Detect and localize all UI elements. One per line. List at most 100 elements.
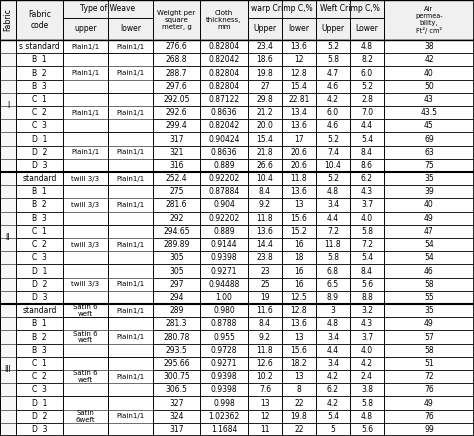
Bar [316,251,350,264]
Bar [63,40,108,53]
Bar [282,357,316,370]
Text: Upper: Upper [321,24,345,34]
Text: 5.6: 5.6 [361,425,373,434]
Text: 17: 17 [294,134,304,143]
Bar [108,264,153,304]
Bar [316,370,350,383]
Bar [200,278,248,291]
Bar [0,40,16,172]
Text: 22: 22 [294,399,304,408]
Text: 9.2: 9.2 [259,333,271,341]
Text: C  3: C 3 [32,253,47,262]
Text: 26.6: 26.6 [256,161,273,170]
Text: twill 3/3: twill 3/3 [72,176,100,182]
Text: 4.8: 4.8 [327,319,339,328]
Bar [153,330,200,344]
Bar [63,18,108,40]
Text: 63: 63 [424,148,434,157]
Bar [16,304,63,317]
Bar [384,225,474,238]
Text: 11.8: 11.8 [291,174,307,183]
Bar [316,0,384,18]
Bar [248,172,282,185]
Bar [316,172,350,185]
Bar [350,133,384,146]
Text: Plain1/1: Plain1/1 [117,44,145,50]
Bar [316,383,350,396]
Text: 0.9398: 0.9398 [210,372,237,381]
Bar [153,396,200,409]
Text: 20.0: 20.0 [256,121,273,130]
Text: 4.2: 4.2 [327,399,339,408]
Text: 275: 275 [169,187,184,196]
Text: Weight per
square
meter, g: Weight per square meter, g [157,10,196,30]
Text: 23.4: 23.4 [256,42,273,51]
Bar [200,291,248,304]
Bar [384,357,474,370]
Bar [282,344,316,357]
Text: C  2: C 2 [32,108,47,117]
Bar [63,185,108,225]
Text: 280.78: 280.78 [164,333,190,341]
Text: 8.4: 8.4 [361,148,373,157]
Bar [282,133,316,146]
Text: 23: 23 [260,266,270,276]
Text: 5.2: 5.2 [327,134,339,143]
Bar [350,119,384,133]
Bar [282,225,316,238]
Bar [350,330,384,344]
Text: 1.02362: 1.02362 [209,412,240,421]
Text: 5.8: 5.8 [327,253,339,262]
Text: 13.6: 13.6 [291,187,308,196]
Text: 0.82804: 0.82804 [209,68,240,78]
Text: 3.4: 3.4 [327,333,339,341]
Text: 40: 40 [424,201,434,210]
Bar [153,264,200,278]
Text: s standard: s standard [19,42,60,51]
Bar [350,383,384,396]
Bar [282,106,316,119]
Text: standard: standard [22,306,57,315]
Bar [316,264,350,278]
Bar [384,238,474,251]
Bar [384,278,474,291]
Bar [384,344,474,357]
Text: III: III [5,365,11,375]
Text: 0.9271: 0.9271 [211,359,237,368]
Bar [16,357,63,370]
Bar [350,304,384,317]
Bar [108,40,153,53]
Bar [153,225,200,238]
Bar [200,185,248,198]
Bar [16,264,63,278]
Text: D  2: D 2 [32,148,47,157]
Bar [16,251,63,264]
Text: Plain1/1: Plain1/1 [117,109,145,116]
Bar [63,53,108,93]
Text: 13: 13 [260,399,270,408]
Text: 58: 58 [424,346,434,355]
Bar [200,66,248,80]
Bar [384,53,474,66]
Text: 15.2: 15.2 [291,227,307,236]
Bar [282,396,316,409]
Text: 5.2: 5.2 [327,174,339,183]
Text: Cloth
thickness,
mm: Cloth thickness, mm [206,10,242,30]
Bar [16,66,63,80]
Bar [248,198,282,211]
Bar [16,238,63,251]
Bar [16,159,63,172]
Text: Air
permeа-
bility,
Ft²/ cm²: Air permeа- bility, Ft²/ cm² [415,6,443,34]
Text: B  3: B 3 [32,346,47,355]
Text: 3.7: 3.7 [361,333,373,341]
Bar [200,119,248,133]
Text: 45: 45 [424,121,434,130]
Text: 19: 19 [260,293,270,302]
Text: 0.980: 0.980 [213,306,235,315]
Bar [248,317,282,330]
Text: 289.89: 289.89 [164,240,190,249]
Bar [282,146,316,159]
Text: 10.4: 10.4 [256,174,273,183]
Bar [350,238,384,251]
Bar [350,66,384,80]
